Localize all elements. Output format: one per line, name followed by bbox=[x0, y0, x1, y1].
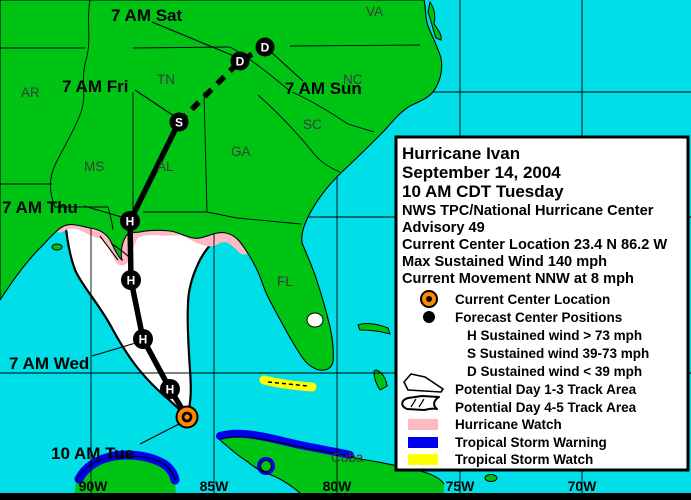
forecast-marker-d2 bbox=[255, 37, 275, 57]
advisory-number: Advisory 49 bbox=[402, 220, 485, 236]
lon-label-90w: 90W bbox=[79, 478, 109, 494]
hurricane-watch-swatch bbox=[408, 419, 438, 430]
legend-hurricane-watch: Hurricane Watch bbox=[455, 417, 562, 432]
forecast-marker-s bbox=[169, 112, 189, 132]
marker-letter: H bbox=[126, 215, 135, 229]
state-label-ms: MS bbox=[84, 159, 104, 174]
bottom-bar bbox=[0, 493, 691, 500]
forecast-marker-h4 bbox=[120, 211, 140, 231]
cuba-land bbox=[220, 436, 444, 493]
state-label-cuba: Cuba bbox=[331, 450, 364, 465]
legend-panel: Hurricane Ivan September 14, 2004 10 AM … bbox=[394, 135, 690, 472]
state-labels: AR TN NC VA SC MS AL GA FL Cuba bbox=[21, 4, 383, 465]
time-label-sun: 7 AM Sun bbox=[285, 79, 362, 98]
time-label-sat: 7 AM Sat bbox=[111, 6, 183, 25]
bahamas-island-north bbox=[357, 323, 391, 335]
advisory-time: 10 AM CDT Tuesday bbox=[402, 182, 564, 201]
day45-area-icon bbox=[401, 395, 440, 411]
time-label-leaders bbox=[83, 21, 304, 445]
state-label-sc: SC bbox=[303, 117, 322, 132]
ts-warning-swatch bbox=[408, 437, 438, 448]
state-label-al: AL bbox=[157, 159, 174, 174]
time-label-tue: 10 AM Tue bbox=[51, 444, 134, 463]
lake-okeechobee bbox=[306, 312, 324, 328]
lon-label-85w: 85W bbox=[200, 478, 230, 494]
time-label-thu: 7 AM Thu bbox=[2, 198, 78, 217]
forecast-markers: H H H H S D D bbox=[120, 37, 275, 399]
state-label-ga: GA bbox=[231, 144, 251, 159]
lon-label-70w: 70W bbox=[568, 478, 598, 494]
storm-date: September 14, 2004 bbox=[402, 163, 561, 182]
yucatan-coastline bbox=[75, 455, 176, 483]
marker-letter: H bbox=[127, 274, 136, 288]
cuba-coastline bbox=[219, 436, 445, 494]
marsh-island bbox=[51, 243, 63, 251]
ts-watch-band-keys bbox=[259, 375, 317, 392]
longitude-labels: 90W 85W 80W 75W 70W bbox=[79, 478, 598, 494]
legend-wind-d: D Sustained wind < 39 mph bbox=[467, 364, 642, 379]
movement: Current Movement NNW at 8 mph bbox=[402, 271, 634, 287]
forecast-marker-h1 bbox=[160, 379, 180, 399]
state-label-ar: AR bbox=[21, 85, 40, 100]
time-label-fri: 7 AM Fri bbox=[62, 77, 128, 96]
isla-juventud-land bbox=[260, 460, 272, 472]
yucatan-land bbox=[74, 455, 176, 500]
current-center-marker bbox=[175, 405, 199, 429]
legend-ts-warning: Tropical Storm Warning bbox=[455, 435, 607, 450]
legend-day45: Potential Day 4-5 Track Area bbox=[455, 400, 637, 415]
time-label-wed: 7 AM Wed bbox=[9, 354, 89, 373]
time-labels: 10 AM Tue 7 AM Wed 7 AM Thu 7 AM Fri 7 A… bbox=[2, 6, 362, 463]
legend-day13: Potential Day 1-3 Track Area bbox=[455, 382, 637, 397]
lon-label-80w: 80W bbox=[323, 478, 353, 494]
lon-label-75w: 75W bbox=[446, 478, 476, 494]
legend-wind-h: H Sustained wind > 73 mph bbox=[467, 328, 642, 343]
forecast-position-icon bbox=[423, 311, 435, 323]
max-wind: Max Sustained Wind 140 mph bbox=[402, 254, 607, 270]
agency-name: NWS TPC/National Hurricane Center bbox=[402, 203, 654, 219]
delmarva-islands bbox=[427, 0, 442, 41]
marker-letter: H bbox=[139, 333, 148, 347]
marker-letter: D bbox=[261, 41, 270, 55]
forecast-marker-h2 bbox=[133, 329, 153, 349]
legend-ts-watch: Tropical Storm Watch bbox=[455, 452, 593, 467]
current-center-icon bbox=[420, 290, 438, 308]
legend-current-center: Current Center Location bbox=[455, 292, 610, 307]
legend-box bbox=[394, 135, 690, 472]
legend-forecast-positions: Forecast Center Positions bbox=[455, 310, 622, 325]
island-southeast bbox=[484, 474, 498, 482]
ts-watch-swatch bbox=[408, 454, 438, 465]
storm-name: Hurricane Ivan bbox=[402, 144, 520, 163]
marker-letter: D bbox=[236, 55, 245, 69]
day13-area-icon bbox=[403, 373, 444, 393]
legend-wind-s: S Sustained wind 39-73 mph bbox=[467, 346, 649, 361]
state-label-nc: NC bbox=[343, 72, 363, 87]
forecast-marker-h3 bbox=[121, 270, 141, 290]
marker-letter: H bbox=[166, 383, 175, 397]
state-label-fl: FL bbox=[277, 274, 293, 289]
center-location: Current Center Location 23.4 N 86.2 W bbox=[402, 237, 667, 253]
forecast-marker-d1 bbox=[230, 51, 250, 71]
marker-letter: S bbox=[175, 116, 183, 130]
state-label-tn: TN bbox=[157, 72, 175, 87]
state-label-va: VA bbox=[366, 4, 383, 19]
